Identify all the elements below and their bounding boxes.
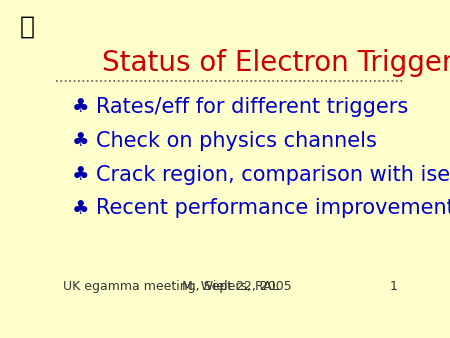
Text: 🐑: 🐑: [19, 15, 35, 39]
Text: Status of Electron Triggers: Status of Electron Triggers: [102, 49, 450, 77]
Text: ♣: ♣: [72, 199, 90, 218]
Text: ♣: ♣: [72, 97, 90, 116]
Text: Recent performance improvements: Recent performance improvements: [96, 198, 450, 218]
Text: Rates/eff for different triggers: Rates/eff for different triggers: [96, 97, 409, 117]
Text: ♣: ♣: [72, 131, 90, 150]
Text: ♣: ♣: [72, 165, 90, 184]
Text: Crack region, comparison with isem: Crack region, comparison with isem: [96, 165, 450, 185]
Text: M. Wielers, RAL: M. Wielers, RAL: [182, 280, 279, 293]
Text: 1: 1: [390, 280, 398, 293]
Text: Check on physics channels: Check on physics channels: [96, 131, 377, 151]
Text: UK egamma meeting, Sept 22, 2005: UK egamma meeting, Sept 22, 2005: [63, 280, 292, 293]
